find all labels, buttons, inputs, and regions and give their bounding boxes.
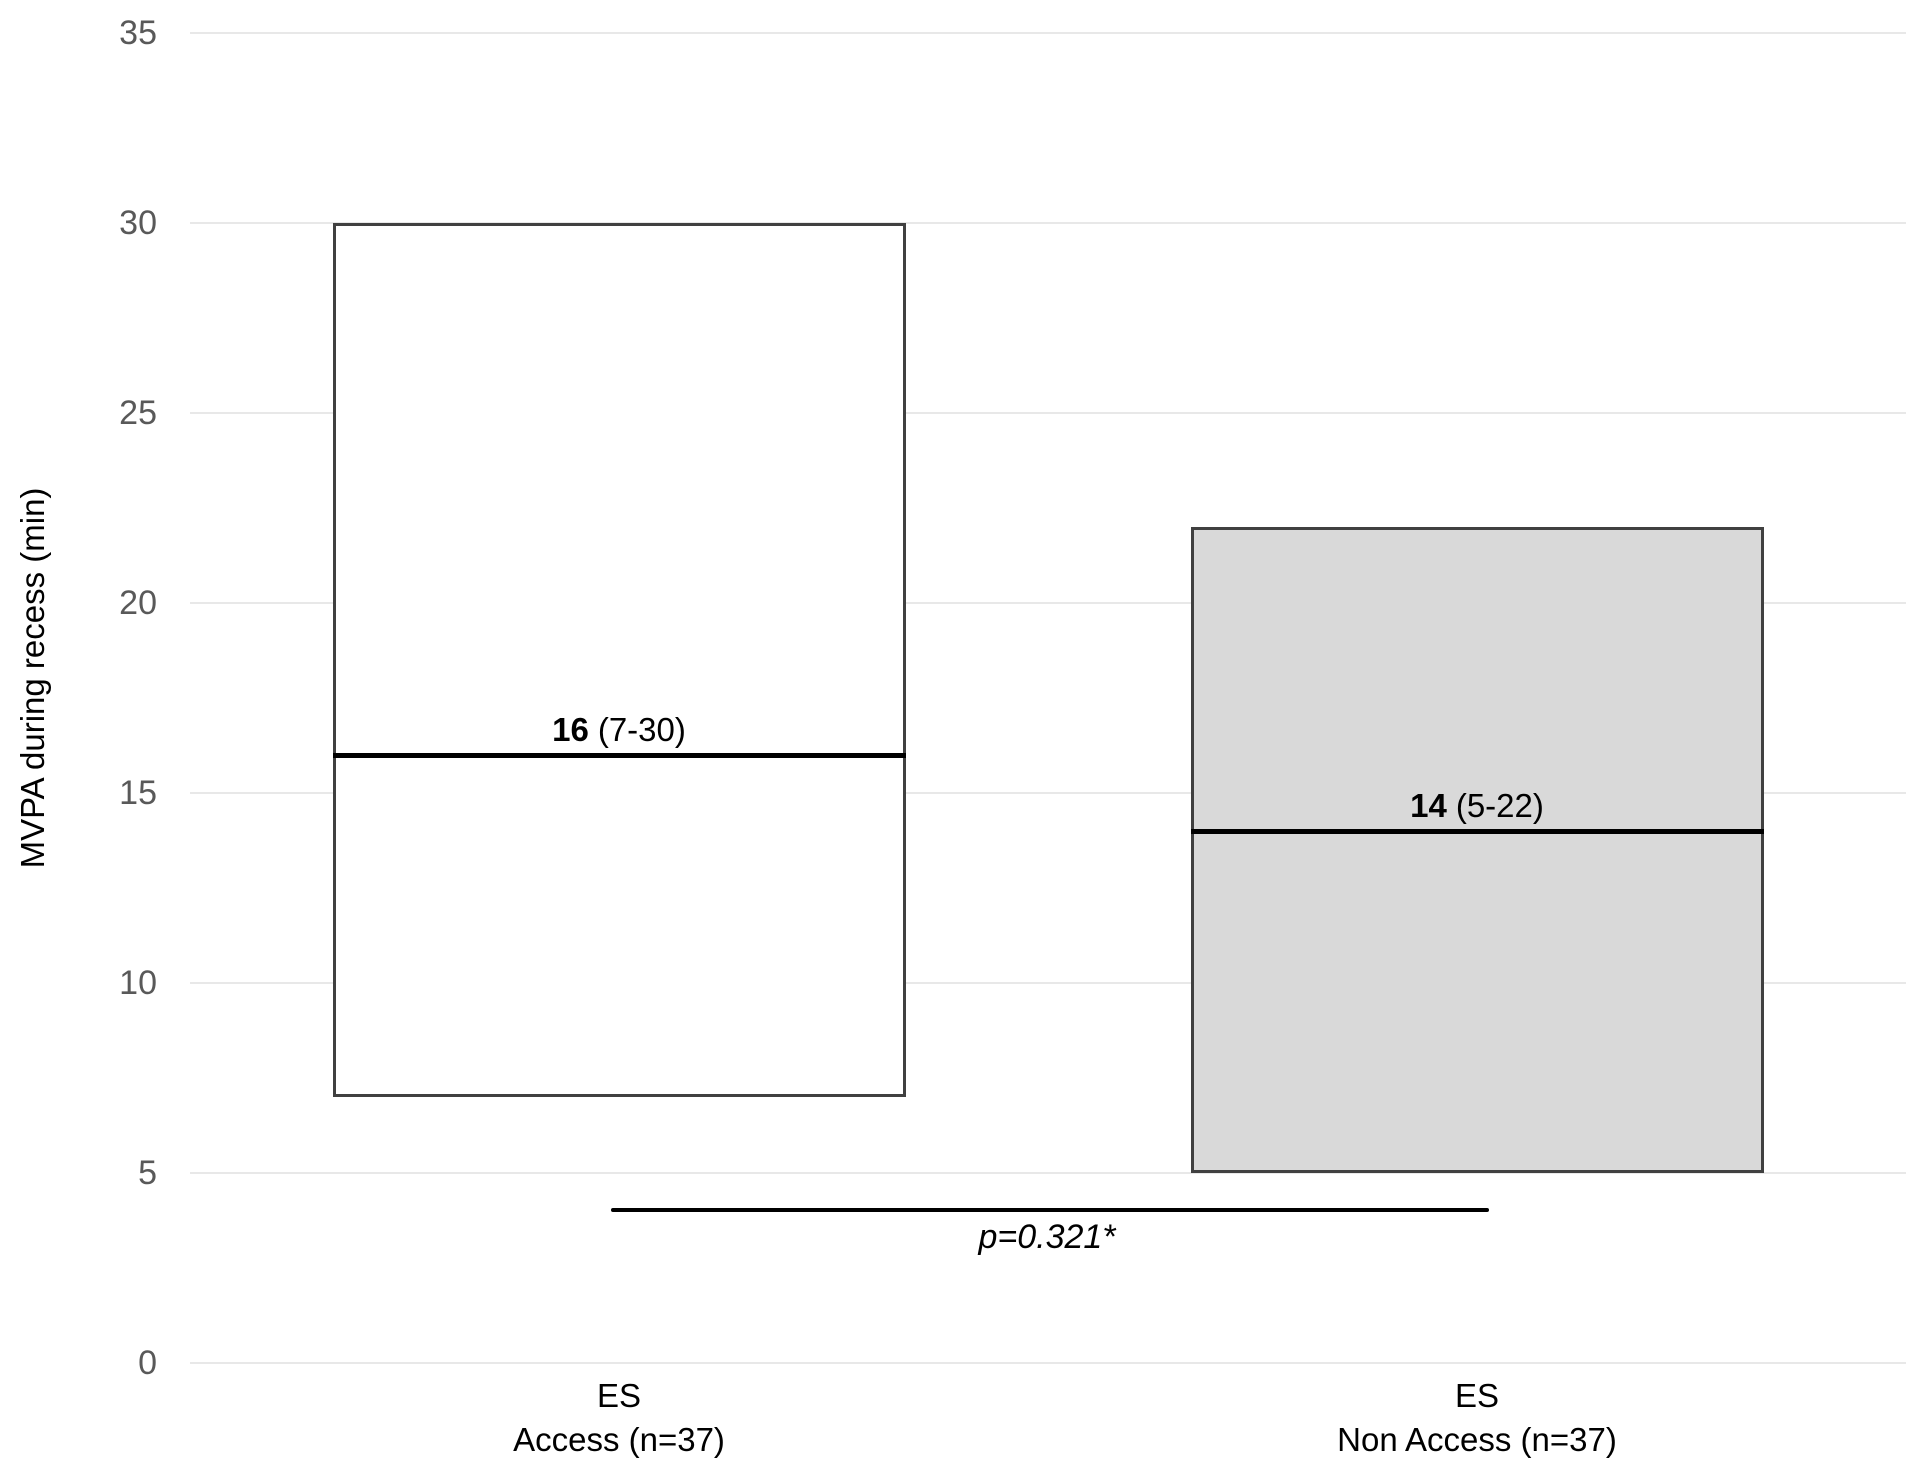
range-value: (7-30) (597, 711, 686, 748)
gridline-10 (190, 982, 1906, 984)
median-line-es-access (332, 753, 906, 758)
y-tick-label-25: 25 (119, 394, 157, 432)
gridline-35 (190, 32, 1906, 34)
category-line2: Non Access (n=37) (1337, 1421, 1617, 1458)
x-axis-label-es-non-access: ES Non Access (n=37) (1337, 1374, 1617, 1462)
y-tick-label-10: 10 (119, 964, 157, 1002)
x-axis-label-es-access: ES Access (n=37) (513, 1374, 725, 1462)
y-tick-label-5: 5 (138, 1154, 157, 1192)
y-tick-label-35: 35 (119, 14, 157, 52)
data-label-es-access: 16 (7-30) (552, 713, 686, 746)
category-line1: ES (596, 1377, 642, 1414)
bar-es-non-access (1190, 527, 1764, 1173)
bar-es-access (332, 223, 906, 1097)
median-value: 14 (1410, 787, 1447, 824)
y-tick-label-20: 20 (119, 584, 157, 622)
y-tick-label-0: 0 (138, 1344, 157, 1382)
category-line2: Access (n=37) (513, 1421, 725, 1458)
median-value: 16 (552, 711, 589, 748)
data-label-es-non-access: 14 (5-22) (1410, 789, 1544, 822)
y-tick-label-15: 15 (119, 774, 157, 812)
gridline-30 (190, 222, 1906, 224)
p-value-line (611, 1208, 1489, 1212)
gridline-20 (190, 602, 1906, 604)
gridline-25 (190, 412, 1906, 414)
p-value-label: p=0.321* (978, 1218, 1116, 1256)
gridline-5 (190, 1172, 1906, 1174)
y-tick-label-30: 30 (119, 204, 157, 242)
gridline-0 (190, 1362, 1906, 1364)
range-value: (5-22) (1455, 787, 1544, 824)
median-line-es-non-access (1190, 829, 1764, 834)
gridline-15 (190, 792, 1906, 794)
category-line1: ES (1454, 1377, 1500, 1414)
